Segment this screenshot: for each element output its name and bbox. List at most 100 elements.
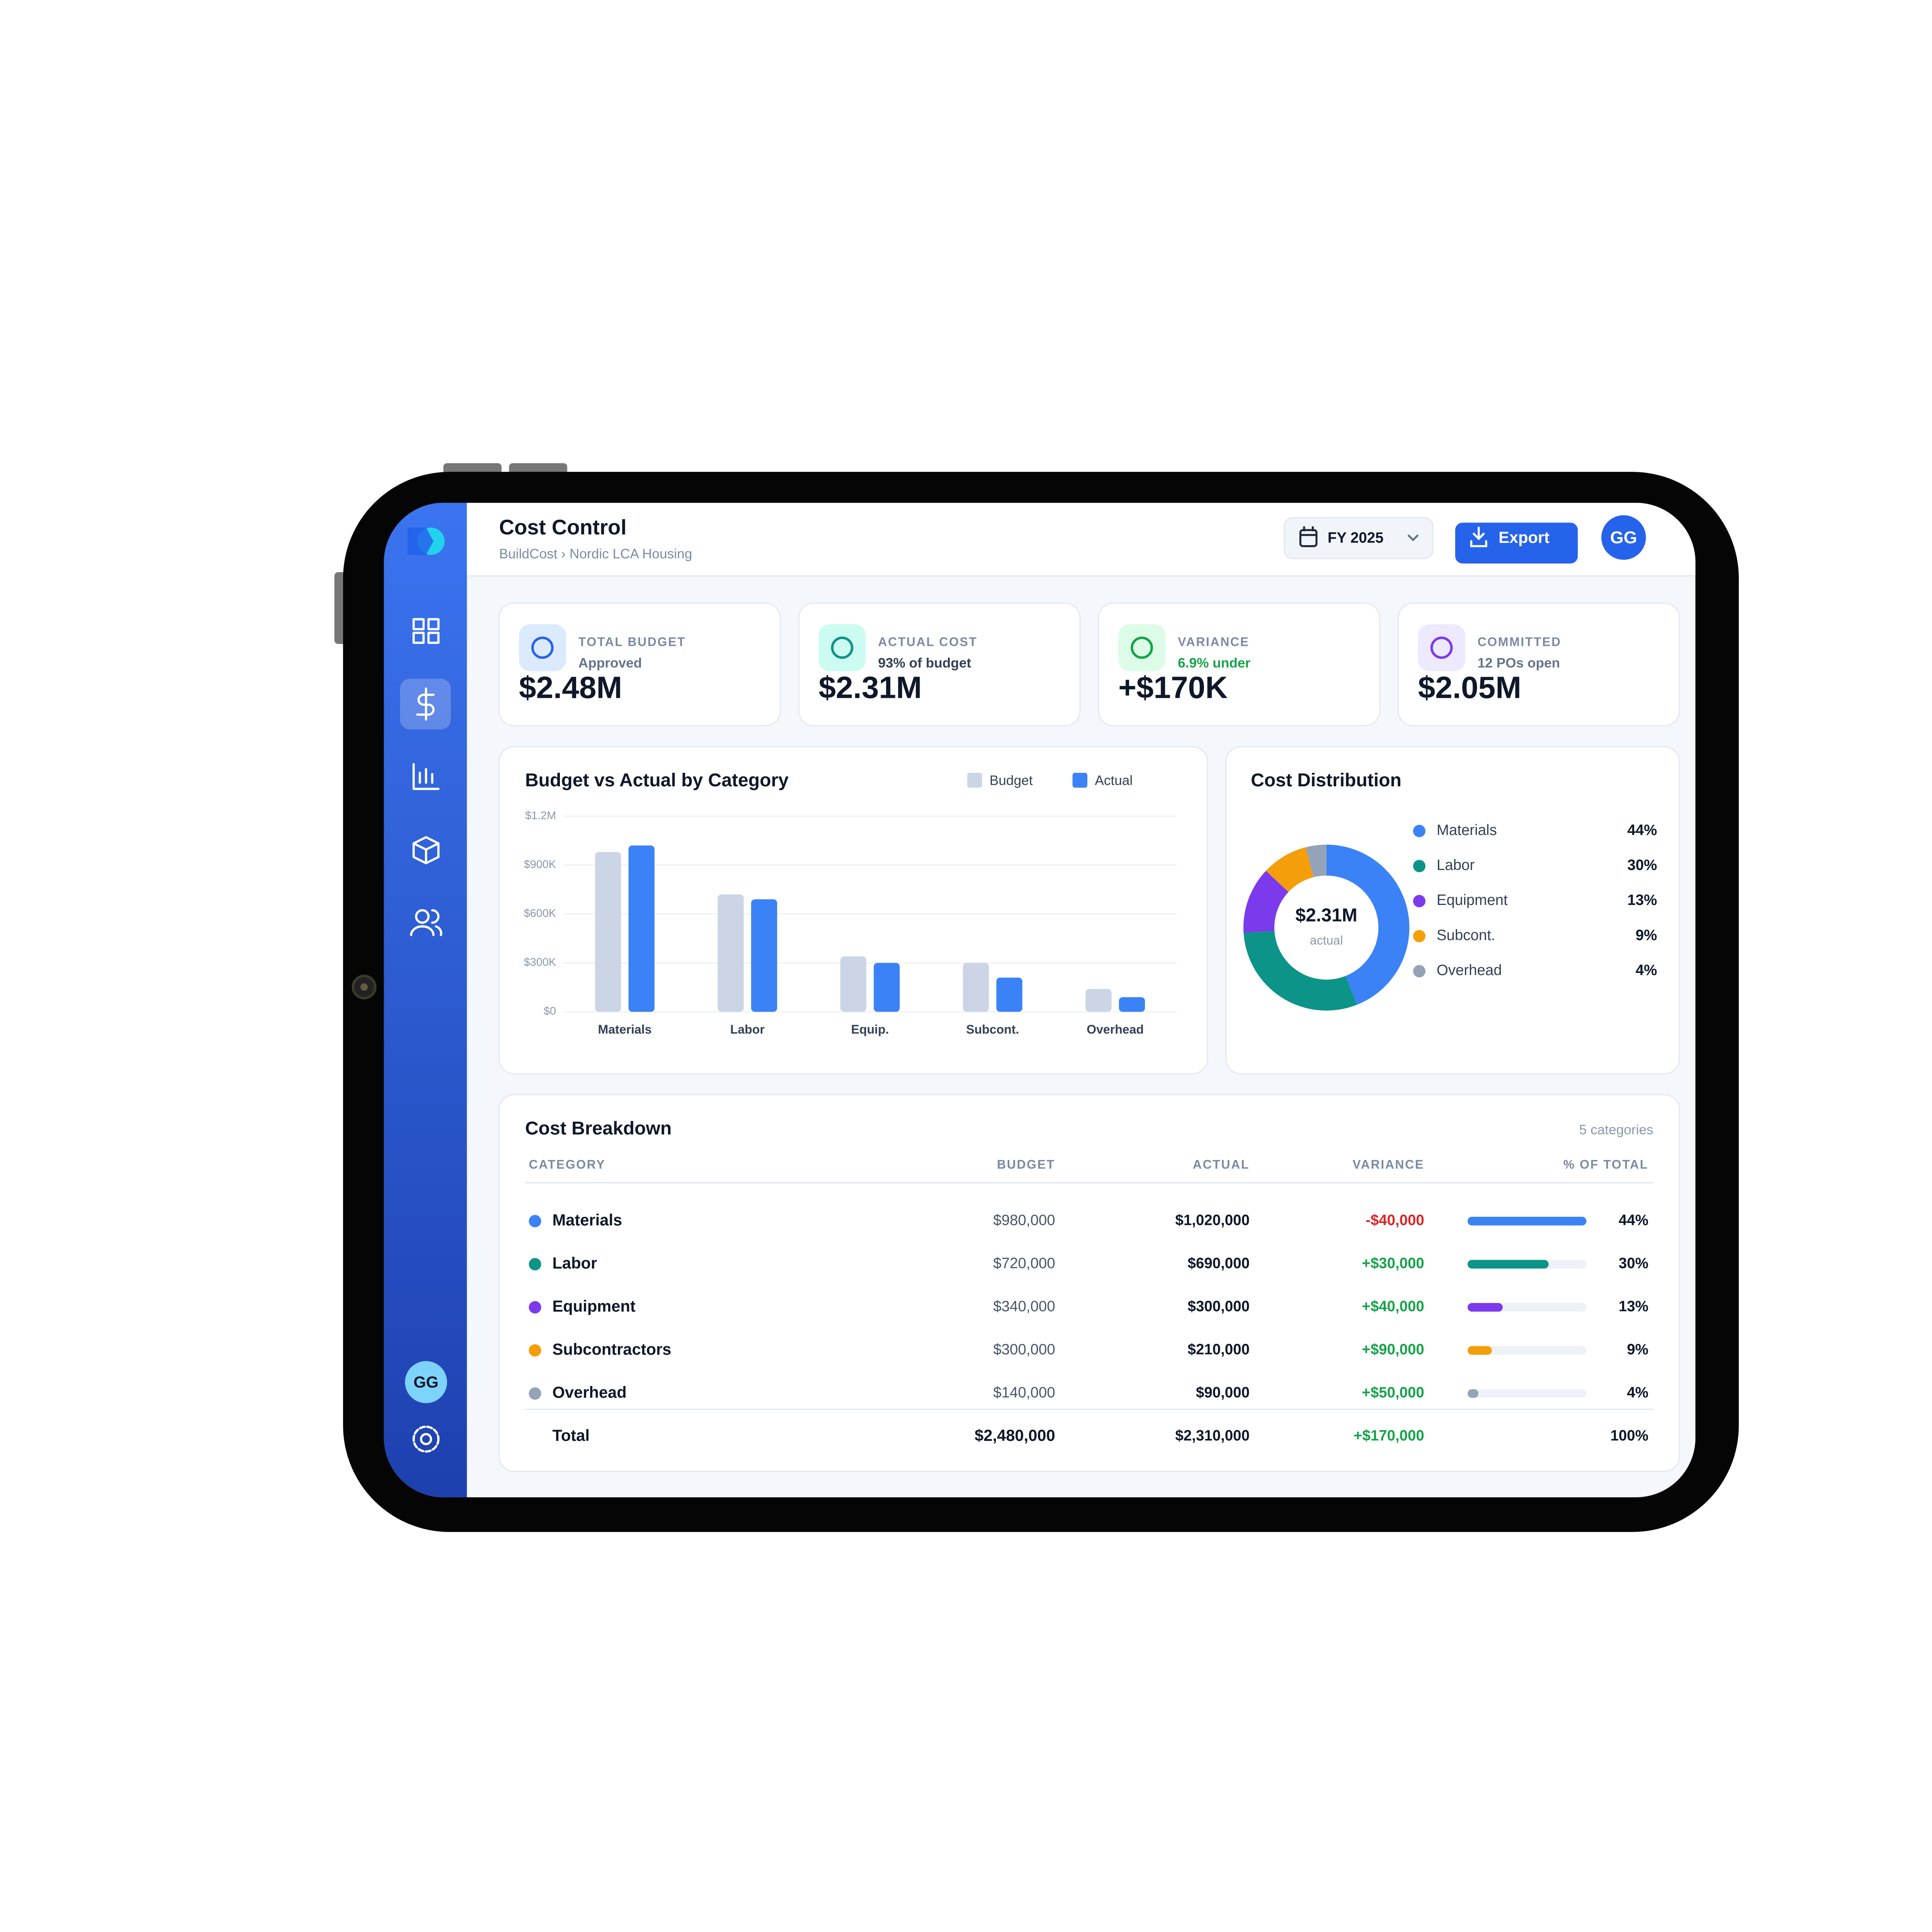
bar (718, 894, 744, 1012)
bar (595, 852, 621, 1012)
donut-slice (1326, 844, 1410, 1005)
nav-settings[interactable] (412, 1425, 440, 1453)
bar (840, 956, 866, 1012)
nav-reports[interactable] (412, 763, 440, 790)
table-cell: $980,000 (993, 1212, 1055, 1228)
kpi-icon-bg (1118, 624, 1166, 672)
table-cell: $720,000 (993, 1255, 1055, 1272)
table-cell: $140,000 (993, 1384, 1055, 1401)
y-tick-label: $600K (524, 907, 556, 920)
chart-title: Cost Distribution (1251, 770, 1401, 791)
y-tick-label: $300K (524, 956, 556, 969)
table-cell: $2,480,000 (975, 1426, 1055, 1444)
table-cell: $2,310,000 (1175, 1427, 1250, 1444)
table-cell: Labor (552, 1254, 597, 1272)
legend-value: 13% (1627, 892, 1657, 908)
chevron (1407, 534, 1419, 542)
legend-swatch (967, 773, 982, 788)
kpi-label: TOTAL BUDGET (578, 635, 686, 649)
progress-bar (1468, 1389, 1479, 1398)
table-cell: $90,000 (1196, 1384, 1250, 1401)
legend-label: Equipment (1437, 892, 1508, 908)
table-cell: $210,000 (1188, 1341, 1250, 1358)
progress-bar (1468, 1303, 1503, 1312)
table-cell: +$40,000 (1362, 1298, 1424, 1315)
table-cell: 30% (1619, 1255, 1648, 1272)
table-title: Cost Breakdown (525, 1118, 672, 1139)
table-cell: $300,000 (993, 1341, 1055, 1358)
row-dot (529, 1215, 541, 1228)
table-cell: +$170,000 (1354, 1427, 1424, 1444)
row-dot (529, 1301, 541, 1314)
logo (407, 527, 445, 555)
card (498, 1094, 1680, 1472)
kpi-label: COMMITTED (1478, 635, 1561, 649)
table-cell: +$50,000 (1362, 1384, 1424, 1401)
kpi-icon (831, 636, 854, 659)
nav-inventory[interactable] (412, 836, 440, 864)
progress-track (1468, 1346, 1587, 1355)
bar (1119, 997, 1145, 1012)
row-dot (529, 1344, 541, 1357)
nav-team[interactable] (410, 909, 442, 936)
progress-bar (1468, 1217, 1587, 1226)
table-cell: $690,000 (1188, 1255, 1250, 1272)
chart-title: Budget vs Actual by Category (525, 770, 789, 791)
table-cell: Total (552, 1426, 589, 1444)
screen: GG Cost Control BuildCost › Nordic LCA H… (384, 503, 1696, 1497)
page-title: Cost Control (499, 515, 627, 539)
kpi-icon (1430, 636, 1453, 659)
progress-bar (1468, 1260, 1549, 1269)
legend-label: Actual (1095, 773, 1133, 788)
column-header: CATEGORY (529, 1157, 606, 1171)
nav-dashboard[interactable] (412, 618, 440, 644)
card (1098, 602, 1381, 726)
donut-center-label: actual (1310, 933, 1343, 947)
user-avatar[interactable] (1601, 515, 1646, 560)
kpi-label: VARIANCE (1178, 635, 1250, 649)
legend-value: 30% (1627, 857, 1657, 874)
table-cell: $300,000 (1188, 1298, 1250, 1315)
table-cell: $340,000 (993, 1298, 1055, 1315)
column-header: BUDGET (997, 1157, 1055, 1171)
bar (628, 845, 655, 1012)
table-cell: -$40,000 (1366, 1212, 1424, 1228)
card (1397, 602, 1680, 726)
card (798, 602, 1081, 726)
sidebar-avatar[interactable] (405, 1361, 447, 1403)
table-cell: Materials (552, 1211, 622, 1229)
legend-dot (1413, 895, 1426, 908)
legend-dot (1413, 860, 1426, 872)
nav-cost[interactable] (416, 687, 435, 721)
bar (996, 977, 1022, 1012)
card (1225, 746, 1680, 1075)
donut-slice (1243, 871, 1289, 933)
x-tick-label: Materials (598, 1022, 652, 1036)
kpi-note: 93% of budget (878, 655, 971, 670)
progress-bar (1468, 1346, 1492, 1355)
legend-dot (1413, 930, 1426, 942)
sidebar-avatar-text: GG (413, 1373, 439, 1391)
table-note: 5 categories (1579, 1122, 1653, 1138)
table-cell: 13% (1619, 1298, 1648, 1315)
row-dot (529, 1258, 541, 1270)
kpi-value: $2.31M (819, 670, 922, 704)
column-header: VARIANCE (1352, 1157, 1424, 1171)
kpi-value: $2.48M (519, 670, 622, 704)
period-select[interactable] (1284, 517, 1434, 560)
export-button[interactable] (1455, 522, 1578, 564)
table-cell: +$30,000 (1362, 1255, 1424, 1272)
kpi-label: ACTUAL COST (878, 635, 977, 649)
donut-slice (1243, 931, 1357, 1011)
sidebar (384, 503, 467, 1497)
x-tick-label: Equip. (851, 1022, 889, 1036)
bar (874, 963, 900, 1012)
legend-value: 9% (1636, 927, 1657, 944)
kpi-icon (531, 636, 554, 659)
column-header: ACTUAL (1193, 1157, 1250, 1171)
y-tick-label: $0 (544, 1005, 556, 1017)
camera-lens (360, 983, 368, 991)
user-avatar-text: GG (1610, 527, 1637, 547)
export-text: Export (1498, 528, 1549, 546)
